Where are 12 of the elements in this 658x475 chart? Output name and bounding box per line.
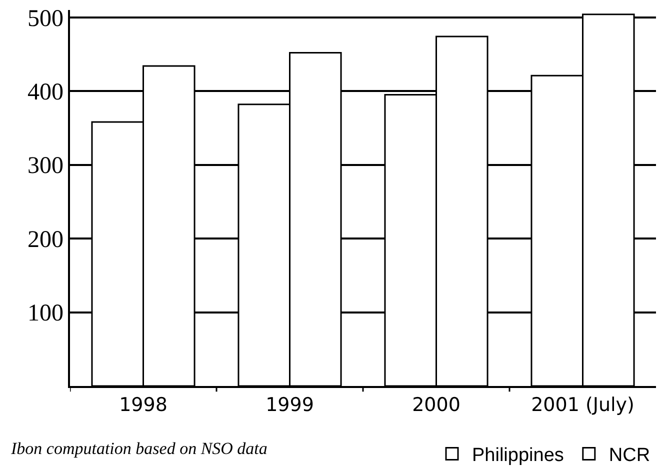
y-tick-label: 300 (27, 153, 64, 180)
legend-label: Philippines (472, 445, 564, 466)
y-tick-label: 200 (27, 226, 64, 253)
x-tick-label: 1999 (266, 394, 314, 416)
x-tick-label: 1998 (119, 394, 168, 416)
text: Ibon computation based on NSO data (10, 439, 268, 458)
y-tick-label: 100 (27, 300, 64, 327)
legend-label: NCR (608, 445, 650, 466)
y-tick-label: 400 (27, 80, 64, 106)
x-tick-label: 2000 (412, 394, 460, 416)
x-tick-label: 2001 (July) (531, 394, 634, 416)
y-tick-label: 500 (27, 6, 64, 32)
